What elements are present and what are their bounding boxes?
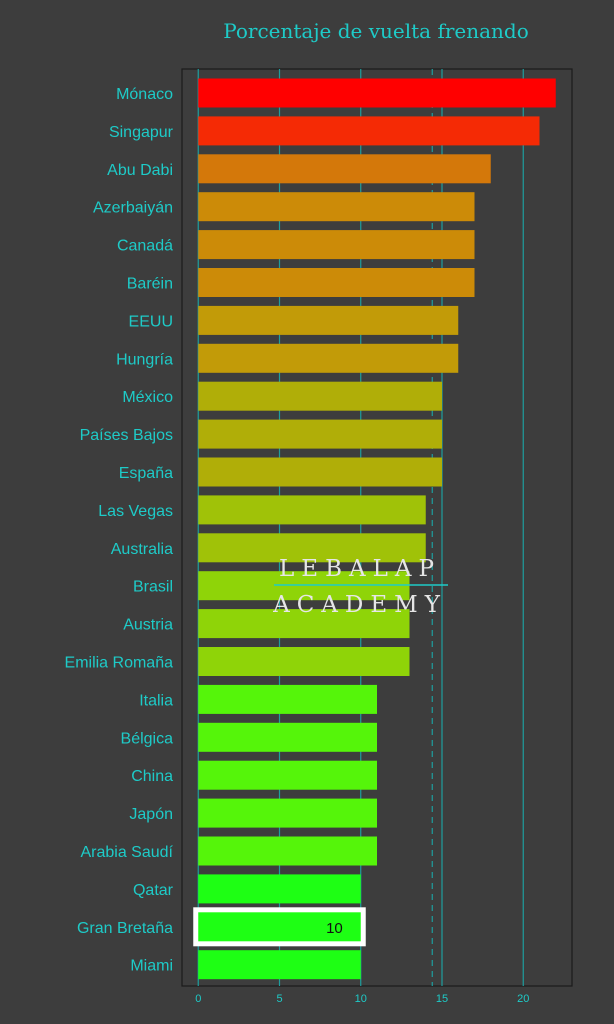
x-tick-label-4: 20 <box>517 993 529 1005</box>
bar-4 <box>198 230 475 260</box>
bar-11 <box>198 495 426 525</box>
category-label-21: Qatar <box>133 882 174 899</box>
watermark-line1: LEBALAP <box>279 556 441 582</box>
bar-10 <box>198 457 442 487</box>
bar-0 <box>198 78 556 108</box>
category-label-15: Emilia Romaña <box>65 655 174 672</box>
category-label-1: Singapur <box>109 124 174 141</box>
category-label-8: México <box>122 389 173 406</box>
bar-21 <box>198 874 361 904</box>
chart-title: Porcentaje de vuelta frenando <box>223 19 529 43</box>
bar-20 <box>198 836 377 866</box>
category-label-19: Japón <box>129 806 173 823</box>
watermark-line2: ACADEMY <box>272 592 447 618</box>
category-label-6: EEUU <box>129 313 173 330</box>
plot-area <box>181 68 573 987</box>
highlight-value-label: 10 <box>326 920 343 937</box>
x-tick-labels: 0 5 10 15 20 <box>195 993 529 1005</box>
category-label-4: Canadá <box>117 238 173 255</box>
category-label-3: Azerbaiyán <box>93 200 173 217</box>
category-labels: Mónaco Singapur Abu Dabi Azerbaiyán Canadá Ba… <box>65 86 174 975</box>
bar-17 <box>198 722 377 752</box>
category-label-18: China <box>131 768 173 785</box>
bar-15 <box>198 647 410 676</box>
bars-group: 10 <box>193 78 556 980</box>
bar-16 <box>198 684 377 714</box>
category-label-11: Las Vegas <box>98 503 173 520</box>
bar-23 <box>198 950 361 980</box>
category-label-17: Bélgica <box>121 730 174 747</box>
bar-6 <box>198 305 459 335</box>
x-tick-label-2: 10 <box>355 993 367 1005</box>
bar-18 <box>198 760 377 790</box>
bar-1 <box>198 116 540 146</box>
category-label-20: Arabia Saudí <box>80 844 173 861</box>
bar-3 <box>198 192 475 222</box>
bar-22 <box>198 912 361 942</box>
bar-5 <box>198 268 475 297</box>
category-label-14: Austria <box>123 617 173 634</box>
category-label-22: Gran Bretaña <box>77 920 173 937</box>
category-label-0: Mónaco <box>116 86 173 103</box>
bar-9 <box>198 419 442 449</box>
category-label-12: Australia <box>111 541 173 558</box>
category-label-2: Abu Dabi <box>107 162 173 179</box>
watermark-logo: LEBALAP ACADEMY <box>272 556 448 618</box>
bar-14 <box>198 609 410 639</box>
highlight-frame <box>193 907 366 947</box>
bar-8 <box>198 381 442 411</box>
bar-19 <box>198 798 377 828</box>
x-tick-label-0: 0 <box>195 993 201 1005</box>
bar-7 <box>198 343 459 373</box>
bar-12 <box>198 533 426 563</box>
category-label-10: España <box>119 465 173 482</box>
category-label-16: Italia <box>139 692 173 709</box>
x-tick-label-1: 5 <box>276 993 282 1005</box>
category-label-9: Países Bajos <box>80 427 173 444</box>
category-label-5: Baréin <box>127 276 173 293</box>
bar-2 <box>198 154 491 184</box>
grid-lines <box>197 69 524 986</box>
category-label-13: Brasil <box>133 579 173 596</box>
x-tick-label-3: 15 <box>436 993 448 1005</box>
category-label-7: Hungría <box>116 351 173 368</box>
category-label-23: Miami <box>130 958 173 975</box>
